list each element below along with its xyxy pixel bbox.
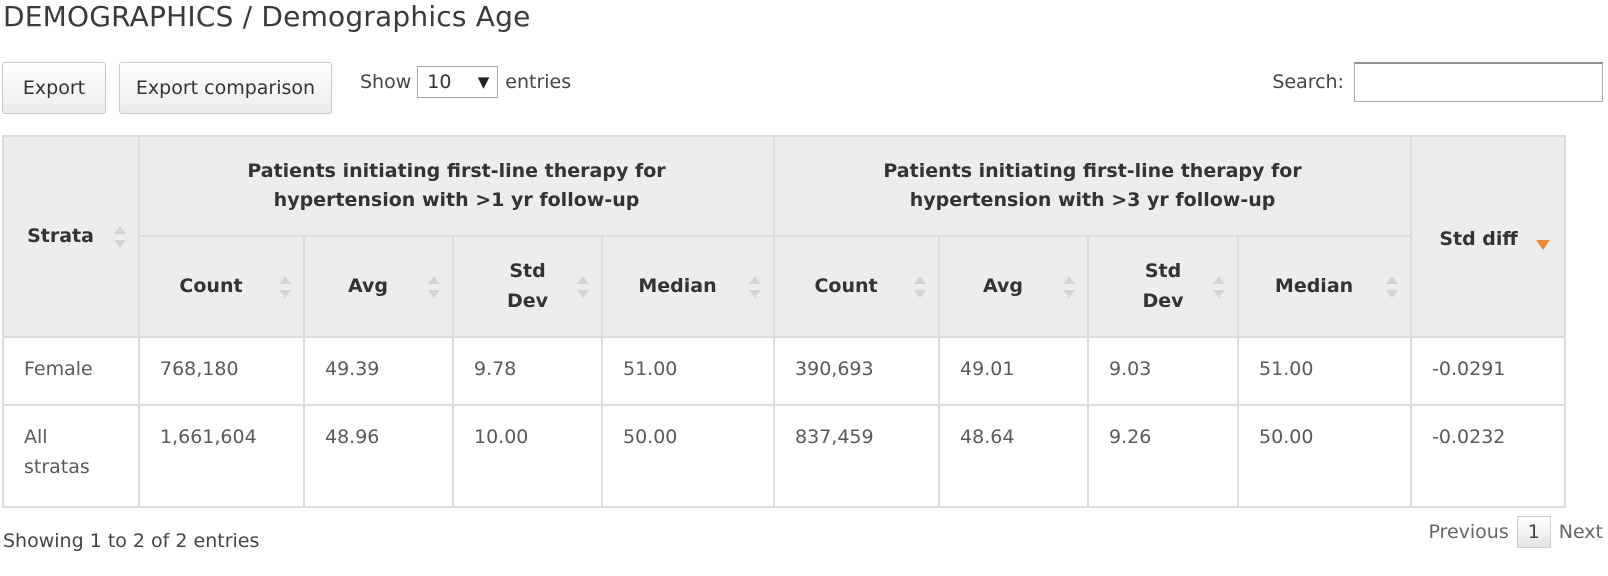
cell-count-1yr: 1,661,604 xyxy=(138,404,305,508)
column-header-count-1yr[interactable]: Count xyxy=(138,235,305,338)
cell-median-3yr: 51.00 xyxy=(1237,336,1413,406)
header-label: Median xyxy=(1274,274,1354,297)
page-length-select[interactable]: 10 ▼ xyxy=(417,66,499,98)
search-input[interactable] xyxy=(1354,62,1603,102)
cell-count-1yr: 768,180 xyxy=(138,336,305,406)
cell-std-dev-3yr: 9.03 xyxy=(1087,336,1240,406)
search-control: Search: xyxy=(1272,62,1603,102)
sort-icon xyxy=(279,275,291,298)
next-button[interactable]: Next xyxy=(1558,521,1603,543)
cell-median-1yr: 50.00 xyxy=(600,404,776,508)
group-header-3yr: Patients initiating first-line therapy f… xyxy=(773,135,1413,237)
strata-header-label: Strata xyxy=(27,224,94,247)
table-info: Showing 1 to 2 of 2 entries xyxy=(3,530,260,552)
cell-count-3yr: 390,693 xyxy=(773,336,941,406)
pagination: Previous 1 Next xyxy=(1428,516,1603,548)
sort-icon xyxy=(577,275,589,298)
cell-std-dev-1yr: 9.78 xyxy=(452,336,603,406)
group-header-1yr: Patients initiating first-line therapy f… xyxy=(137,135,776,237)
header-label: Std Dev xyxy=(506,260,549,312)
std-diff-header-label: Std diff xyxy=(1439,228,1518,250)
column-header-std-diff[interactable]: Std diff xyxy=(1410,135,1567,338)
table-row: Female 768,180 49.39 9.78 51.00 390,693 … xyxy=(2,336,1567,406)
table-row: All stratas 1,661,604 48.96 10.00 50.00 … xyxy=(2,404,1567,508)
header-label: Std Dev xyxy=(1142,260,1184,312)
search-label: Search: xyxy=(1272,71,1344,93)
cell-std-diff: -0.0291 xyxy=(1410,336,1567,406)
previous-button[interactable]: Previous xyxy=(1428,521,1509,543)
show-label: Show xyxy=(360,71,412,93)
page-title: DEMOGRAPHICS / Demographics Age xyxy=(3,0,531,33)
header-label: Avg xyxy=(347,274,388,297)
sort-icon xyxy=(1386,275,1399,298)
column-header-avg-3yr[interactable]: Avg xyxy=(938,235,1090,338)
cell-std-dev-1yr: 10.00 xyxy=(452,404,603,508)
page-1-button[interactable]: 1 xyxy=(1516,516,1551,548)
cell-strata: All stratas xyxy=(2,404,140,508)
sort-icon xyxy=(749,275,762,298)
column-header-median-1yr[interactable]: Median xyxy=(600,235,776,338)
export-button[interactable]: Export xyxy=(2,62,106,114)
demographics-table: Strata Patients initiating first-line th… xyxy=(2,135,1567,508)
column-header-median-3yr[interactable]: Median xyxy=(1237,235,1413,338)
entries-label: entries xyxy=(505,71,572,93)
cell-strata: Female xyxy=(2,336,140,406)
page-length-control: Show 10 ▼ entries xyxy=(360,66,571,98)
cell-std-dev-3yr: 9.26 xyxy=(1087,404,1240,508)
header-label: Median xyxy=(638,274,717,297)
cell-std-diff: -0.0232 xyxy=(1410,404,1567,508)
column-header-count-3yr[interactable]: Count xyxy=(773,235,941,338)
column-header-std-dev-1yr[interactable]: Std Dev xyxy=(452,235,603,338)
cell-avg-3yr: 49.01 xyxy=(938,336,1090,406)
sort-icon xyxy=(914,275,927,298)
cell-median-1yr: 51.00 xyxy=(600,336,776,406)
header-label: Avg xyxy=(983,274,1024,297)
sort-icon xyxy=(1213,275,1226,298)
cell-count-3yr: 837,459 xyxy=(773,404,941,508)
header-label: Count xyxy=(179,274,243,297)
header-label: Count xyxy=(814,274,878,297)
cell-avg-1yr: 49.39 xyxy=(303,336,454,406)
sort-icon xyxy=(428,275,440,298)
column-header-std-dev-3yr[interactable]: Std Dev xyxy=(1087,235,1240,338)
page-length-value: 10 xyxy=(427,71,452,93)
cell-avg-3yr: 48.64 xyxy=(938,404,1090,508)
export-comparison-button[interactable]: Export comparison xyxy=(119,62,332,114)
column-header-avg-1yr[interactable]: Avg xyxy=(303,235,454,338)
sort-descending-icon xyxy=(1536,240,1551,250)
sort-icon xyxy=(1063,275,1076,298)
column-header-strata[interactable]: Strata xyxy=(2,135,140,338)
sort-icon xyxy=(114,225,126,248)
cell-avg-1yr: 48.96 xyxy=(303,404,454,508)
cell-median-3yr: 50.00 xyxy=(1237,404,1413,508)
dropdown-arrow-icon: ▼ xyxy=(477,73,490,91)
